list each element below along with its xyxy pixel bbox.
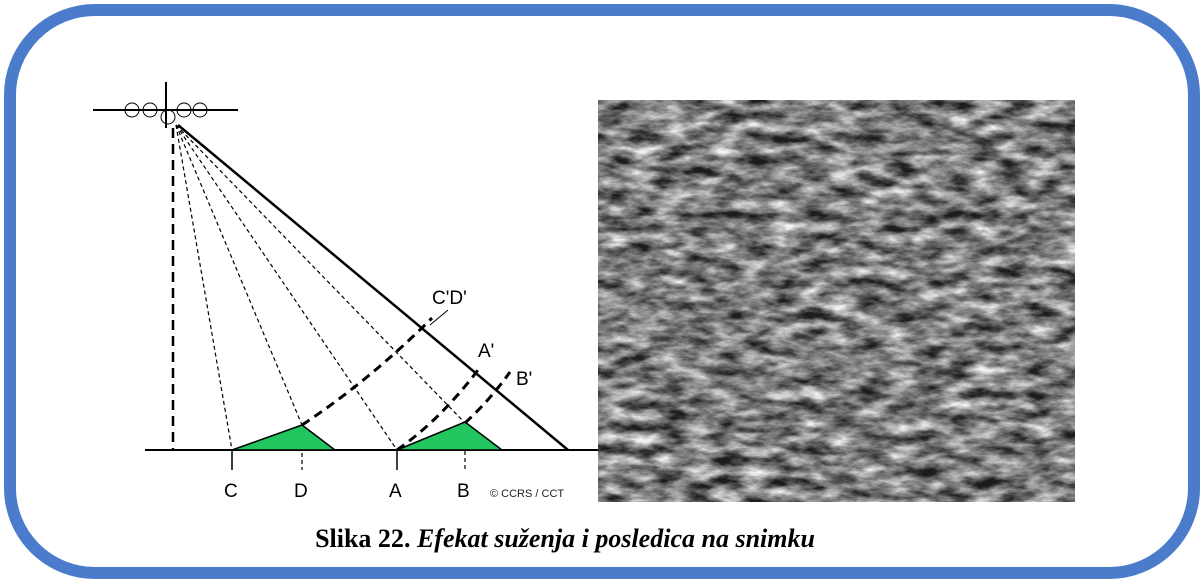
radar-image [598, 100, 1075, 502]
diagram-label: A' [478, 341, 494, 362]
figure-frame: C'D' A' B' C D A B © CCRS / CCT [0, 0, 1204, 583]
diagram-label: C'D' [432, 288, 467, 309]
diagram-label: A [389, 481, 402, 502]
diagram-label: B' [516, 369, 532, 390]
diagram-label: B [457, 481, 470, 502]
diagram-label: D [294, 481, 308, 502]
caption-label: Slika 22 [315, 524, 404, 553]
caption: Slika 22. Efekat suženja i posledica na … [0, 524, 1130, 554]
caption-text: Efekat suženja i posledica na snimku [417, 524, 815, 553]
caption-separator: . [404, 524, 411, 553]
page: C'D' A' B' C D A B © CCRS / CCT Slika 22… [0, 0, 1204, 583]
copyright: © CCRS / CCT [490, 488, 564, 500]
diagram-label: C [224, 481, 238, 502]
